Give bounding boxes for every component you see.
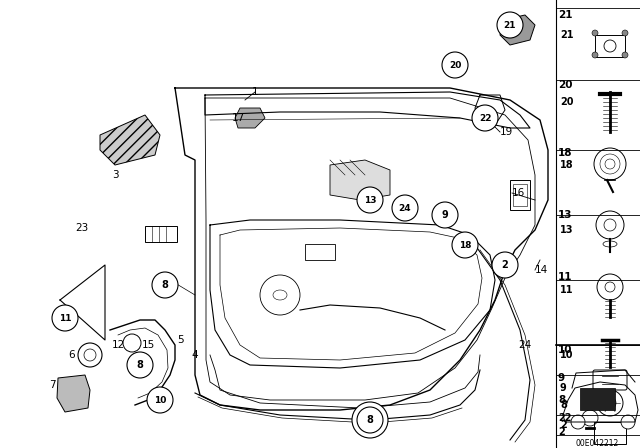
Text: 8: 8: [558, 395, 565, 405]
Text: 24: 24: [399, 203, 412, 212]
Circle shape: [442, 52, 468, 78]
Text: 13: 13: [364, 195, 376, 204]
Text: 6: 6: [68, 350, 76, 360]
Text: 19: 19: [500, 127, 513, 137]
Polygon shape: [57, 375, 90, 412]
Bar: [510, 180, 530, 210]
Bar: [305, 244, 335, 260]
Text: 10: 10: [558, 345, 573, 355]
Circle shape: [622, 52, 628, 58]
Bar: [580, 388, 615, 410]
Text: 16: 16: [512, 188, 525, 198]
Text: 15: 15: [141, 340, 155, 350]
Text: 2: 2: [502, 260, 508, 270]
Circle shape: [592, 30, 598, 36]
Text: 5: 5: [177, 335, 183, 345]
Text: 7: 7: [49, 380, 55, 390]
Circle shape: [592, 52, 598, 58]
Text: 10: 10: [560, 350, 573, 360]
Text: 00E042212: 00E042212: [575, 439, 619, 448]
Circle shape: [472, 105, 498, 131]
Polygon shape: [100, 115, 160, 165]
Polygon shape: [500, 15, 535, 45]
Bar: [595, 35, 625, 57]
Text: 21: 21: [558, 10, 573, 20]
Text: 24: 24: [518, 340, 531, 350]
Circle shape: [52, 305, 78, 331]
Text: 18: 18: [459, 241, 471, 250]
Text: 13: 13: [558, 210, 573, 220]
Polygon shape: [330, 160, 390, 200]
Circle shape: [432, 202, 458, 228]
Text: 1: 1: [252, 87, 259, 97]
Text: 22: 22: [479, 113, 492, 122]
Text: 23: 23: [76, 223, 88, 233]
Text: 20: 20: [449, 60, 461, 69]
Circle shape: [571, 415, 585, 429]
Text: 21: 21: [560, 30, 573, 40]
Text: 9: 9: [558, 373, 565, 383]
Text: 11: 11: [560, 285, 573, 295]
Text: 18: 18: [558, 148, 573, 158]
Text: 20: 20: [558, 80, 573, 90]
Bar: [513, 184, 527, 206]
Text: 14: 14: [535, 265, 548, 275]
Text: 9: 9: [560, 383, 567, 393]
Circle shape: [621, 415, 635, 429]
Text: 2: 2: [558, 427, 564, 437]
Circle shape: [357, 407, 383, 433]
Circle shape: [147, 387, 173, 413]
Text: 17: 17: [232, 113, 244, 123]
Text: 11: 11: [59, 314, 71, 323]
Text: 2: 2: [560, 420, 567, 430]
Text: 20: 20: [560, 97, 573, 107]
Text: 11: 11: [558, 272, 573, 282]
Circle shape: [152, 272, 178, 298]
Circle shape: [127, 352, 153, 378]
Circle shape: [352, 402, 388, 438]
Text: 8: 8: [560, 400, 567, 410]
Circle shape: [622, 30, 628, 36]
Text: 12: 12: [111, 340, 125, 350]
Text: 4: 4: [192, 350, 198, 360]
Circle shape: [392, 195, 418, 221]
Text: 8: 8: [367, 415, 373, 425]
Text: 21: 21: [504, 21, 516, 30]
Text: 8: 8: [161, 280, 168, 290]
Circle shape: [452, 232, 478, 258]
Circle shape: [492, 252, 518, 278]
Text: 3: 3: [112, 170, 118, 180]
Text: 13: 13: [560, 225, 573, 235]
Text: 18: 18: [560, 160, 573, 170]
Circle shape: [497, 12, 523, 38]
Polygon shape: [235, 108, 265, 128]
Circle shape: [357, 187, 383, 213]
Text: 9: 9: [442, 210, 449, 220]
Text: 10: 10: [154, 396, 166, 405]
Text: 22: 22: [558, 413, 572, 423]
Text: 8: 8: [136, 360, 143, 370]
Bar: [360, 413, 380, 427]
Bar: [145, 226, 177, 242]
